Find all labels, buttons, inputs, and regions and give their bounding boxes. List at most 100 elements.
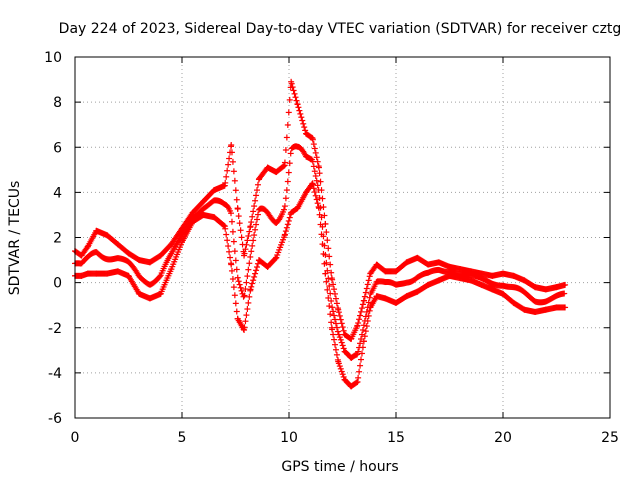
trace-point [325, 245, 332, 252]
trace-point [334, 356, 341, 363]
trace-point [285, 217, 292, 224]
trace-point [316, 170, 323, 177]
trace-point [233, 308, 240, 315]
trace-point [250, 237, 257, 244]
trace-point [315, 163, 322, 170]
trace-point [236, 220, 243, 227]
trace-point [230, 284, 237, 291]
trace-point [323, 229, 330, 236]
trace-point [360, 322, 367, 329]
trace-point [230, 238, 237, 245]
data-points [72, 78, 569, 390]
trace-point [561, 282, 568, 289]
trace-point [283, 134, 290, 141]
trace-point [289, 84, 296, 91]
trace-point [299, 117, 306, 124]
trace-point [354, 351, 361, 358]
trace-point [356, 368, 363, 375]
trace-point [320, 204, 327, 211]
trace-point [322, 220, 329, 227]
trace-point [251, 273, 258, 280]
trace-point [245, 266, 252, 273]
trace-point [335, 360, 342, 367]
trace-point [283, 187, 290, 194]
trace-point [359, 326, 366, 333]
y-tick-label: 10 [44, 50, 62, 66]
trace-point [246, 228, 253, 235]
trace-point [340, 373, 347, 380]
trace-point [246, 293, 253, 300]
trace-point [290, 87, 297, 94]
trace-point [243, 312, 250, 319]
trace-point [237, 284, 244, 291]
trace-point [225, 161, 232, 168]
trace-point [228, 218, 235, 225]
y-tick-label: -6 [48, 411, 62, 427]
trace-point [292, 94, 299, 101]
trace-point [250, 277, 257, 284]
trace-point [242, 286, 249, 293]
trace-point [156, 273, 163, 280]
trace-point [355, 374, 362, 381]
trace-point [240, 293, 247, 300]
trace-point [228, 143, 235, 150]
trace-point [232, 187, 239, 194]
trace-point [330, 331, 337, 338]
trace-point [232, 300, 239, 307]
trace-point [235, 213, 242, 220]
trace-point [365, 312, 372, 319]
trace-point [366, 294, 373, 301]
trace-point [339, 324, 346, 331]
x-axis-label: GPS time / hours [281, 459, 398, 475]
trace-point [222, 225, 229, 232]
trace-point [280, 234, 287, 241]
trace-point [247, 224, 254, 231]
trace-point [561, 304, 568, 311]
trace-point [249, 213, 256, 220]
trace-point [312, 192, 319, 199]
trace-point [280, 162, 287, 169]
trace-point [254, 181, 261, 188]
trace-point [253, 221, 260, 228]
trace-point [340, 327, 347, 334]
trace-point [231, 177, 238, 184]
trace-point [284, 121, 291, 128]
trace-point [296, 107, 303, 114]
trace-point [245, 232, 252, 239]
trace-point [314, 158, 321, 165]
x-tick-label: 15 [387, 430, 405, 446]
trace-point [332, 346, 339, 353]
trace-point [241, 250, 248, 257]
trace-point [225, 243, 232, 250]
trace-point [252, 226, 259, 233]
trace-point [325, 275, 332, 282]
trace-point [334, 305, 341, 312]
trace-point [363, 308, 370, 315]
trace-point [364, 317, 371, 324]
trace-point [233, 196, 240, 203]
trace-point [354, 323, 361, 330]
trace-point [281, 159, 288, 166]
trace-point [359, 344, 366, 351]
trace-point [300, 120, 307, 127]
trace-point [223, 231, 230, 238]
trace-point [360, 338, 367, 345]
trace-point [357, 312, 364, 319]
trace-point [286, 96, 293, 103]
trace-point [220, 221, 227, 228]
trace-point [339, 342, 346, 349]
trace-point [326, 303, 333, 310]
trace-point [228, 267, 235, 274]
trace-point [335, 309, 342, 316]
trace-point [287, 150, 294, 157]
trace-point [337, 316, 344, 323]
trace-point [312, 149, 319, 156]
trace-point [365, 277, 372, 284]
trace-point [325, 294, 332, 301]
trace-point [357, 362, 364, 369]
trace-point [280, 163, 287, 170]
trace-point [251, 232, 258, 239]
trace-point [333, 300, 340, 307]
trace-point [328, 297, 335, 304]
